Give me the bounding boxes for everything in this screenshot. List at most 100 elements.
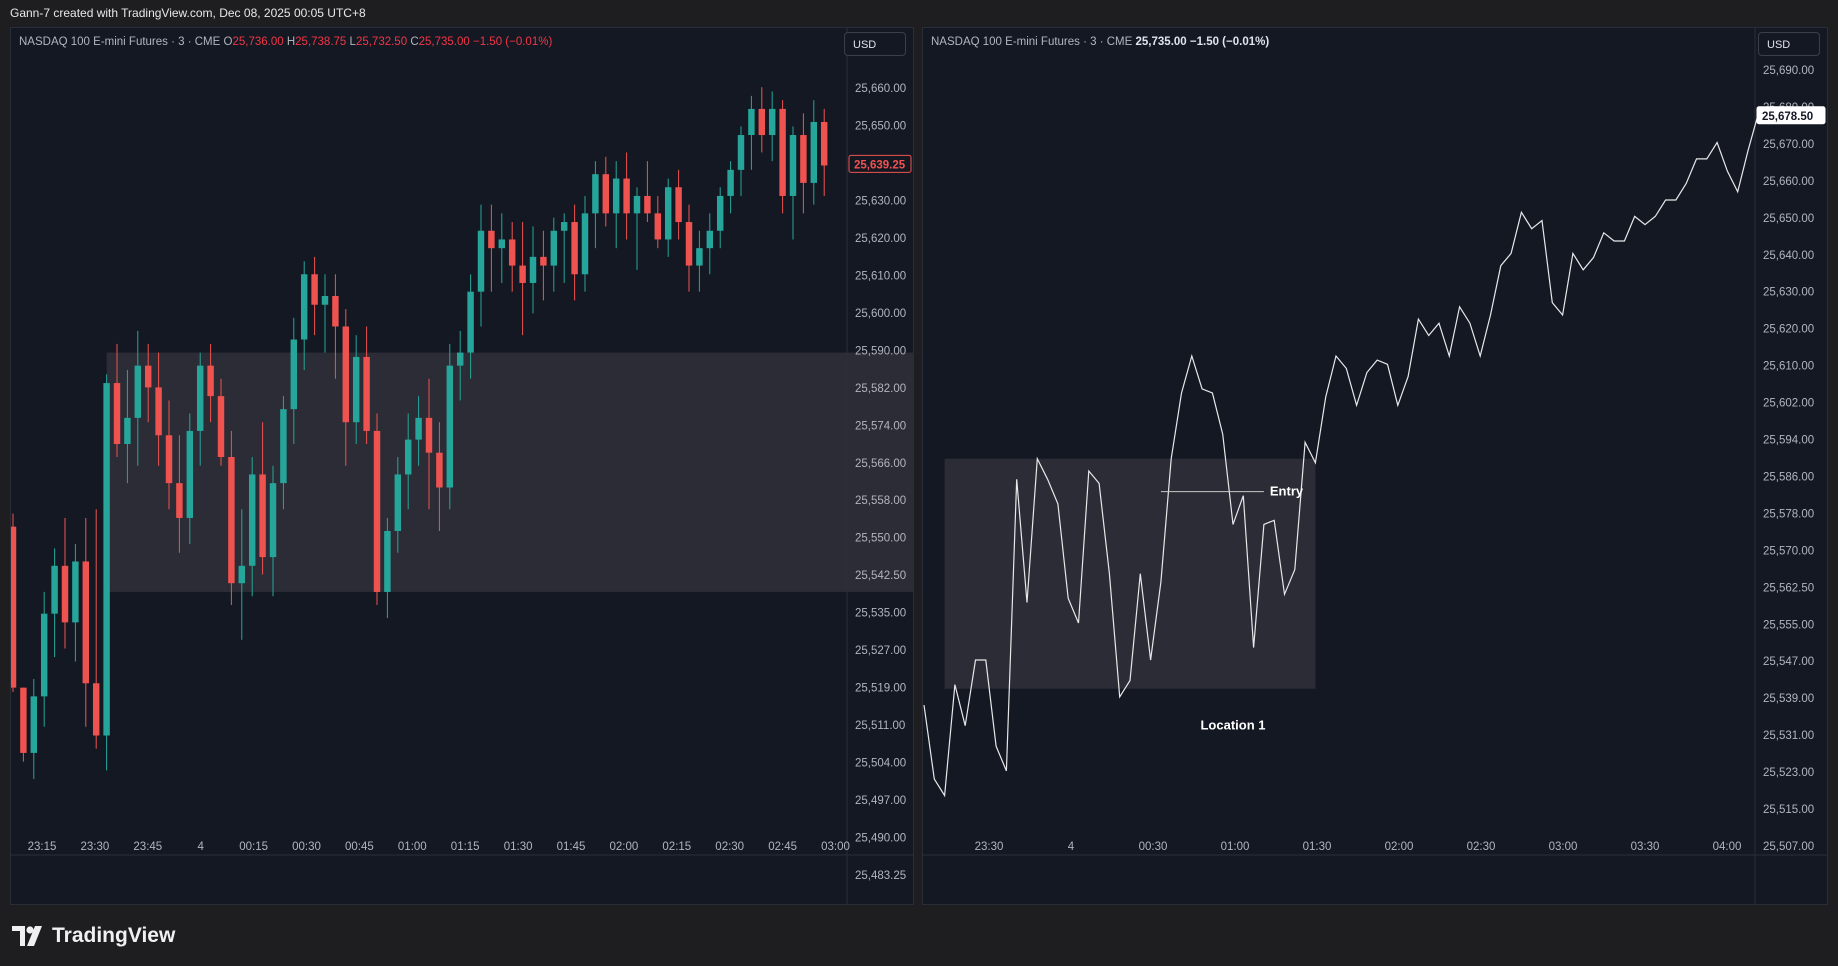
- candle-body: [654, 213, 662, 240]
- price-point: [1469, 323, 1470, 324]
- y-tick-label: 25,574.00: [855, 420, 906, 432]
- currency-button-right[interactable]: USD: [1758, 32, 1820, 56]
- y-tick-label: 25,539.00: [1763, 693, 1814, 705]
- price-point: [1552, 302, 1553, 303]
- candle: [446, 343, 454, 510]
- price-point: [1562, 314, 1563, 315]
- candle-body: [592, 174, 599, 214]
- candle: [342, 309, 350, 466]
- candle-body: [820, 121, 828, 166]
- candle: [394, 457, 402, 553]
- tradingview-logo[interactable]: TradingView: [12, 922, 175, 950]
- candle-body: [748, 108, 755, 136]
- candle: [228, 430, 235, 605]
- candle: [789, 126, 797, 240]
- candle: [540, 230, 547, 301]
- candle: [415, 396, 422, 466]
- price-point: [1583, 269, 1584, 270]
- candle: [321, 274, 329, 353]
- candle: [134, 330, 142, 466]
- candle-body: [550, 230, 558, 266]
- candle-body: [134, 365, 142, 418]
- y-tick-label: 25,610.00: [1763, 361, 1814, 373]
- candle-body: [342, 326, 350, 423]
- candle-body: [456, 352, 464, 366]
- price-point: [1521, 212, 1522, 213]
- price-point: [1603, 232, 1604, 233]
- price-point: [1377, 360, 1378, 361]
- y-tick-label: 25,566.00: [855, 458, 906, 470]
- candle: [768, 91, 776, 162]
- candle-body: [696, 248, 703, 266]
- x-tick-label: 00:30: [1139, 841, 1168, 853]
- x-tick-label: 03:00: [821, 841, 850, 853]
- candle-body: [176, 483, 183, 518]
- candle-body: [51, 565, 58, 614]
- candle-body: [644, 195, 651, 214]
- y-tick-label: 25,497.00: [855, 795, 906, 807]
- price-point: [1418, 318, 1419, 319]
- y-tick-label: 25,550.00: [855, 533, 906, 545]
- y-tick-label: 25,523.00: [1763, 767, 1814, 779]
- right-close-value: 25,735.00: [1135, 36, 1187, 48]
- last-price-box: [848, 154, 912, 173]
- price-point: [975, 659, 976, 660]
- price-point: [1459, 306, 1460, 307]
- y-tick-label: 25,602.00: [1763, 398, 1814, 410]
- candle-body: [602, 174, 610, 214]
- candle: [113, 343, 121, 458]
- price-point: [1171, 458, 1172, 459]
- y-tick-label: 25,562.50: [1763, 582, 1814, 594]
- close-value: 25,735.00: [418, 36, 470, 48]
- y-tick-label: 25,660.00: [855, 83, 906, 95]
- x-tick-label: 02:00: [610, 841, 639, 853]
- candle: [311, 256, 318, 336]
- candle-body: [290, 339, 298, 410]
- y-tick-label: 25,650.00: [855, 120, 906, 132]
- x-tick-label: 02:30: [1467, 841, 1496, 853]
- y-tick-label: 25,504.00: [855, 758, 906, 770]
- close-label: C: [410, 36, 419, 48]
- candle-body: [269, 483, 277, 558]
- price-point: [1263, 524, 1264, 525]
- candle-body: [373, 430, 381, 592]
- x-tick-label: 01:30: [504, 841, 533, 853]
- candle: [581, 195, 589, 292]
- candle: [508, 222, 516, 292]
- candle: [363, 326, 370, 444]
- price-point: [1737, 191, 1738, 192]
- y-tick-label: 25,620.00: [1763, 324, 1814, 336]
- candle: [269, 465, 277, 597]
- candle-body: [165, 435, 173, 484]
- price-point: [1222, 433, 1223, 434]
- low-label: L: [349, 36, 356, 48]
- candle: [207, 343, 214, 423]
- x-tick-label: 01:00: [398, 841, 427, 853]
- candle: [810, 100, 818, 205]
- price-point: [1088, 470, 1089, 471]
- candle: [467, 274, 474, 379]
- candle-body: [321, 296, 329, 305]
- price-point: [1119, 696, 1120, 697]
- candle-body: [706, 230, 714, 249]
- candle: [11, 513, 17, 692]
- candle-body: [144, 365, 152, 388]
- right-change: −1.50 (−0.01%): [1189, 36, 1270, 48]
- price-point: [1438, 323, 1439, 324]
- price-point: [1232, 524, 1233, 525]
- price-point: [1747, 150, 1748, 151]
- price-point: [1449, 355, 1450, 356]
- candle: [20, 687, 27, 762]
- candle: [30, 678, 38, 780]
- low-value: 25,732.50: [355, 36, 408, 48]
- candle-body: [508, 239, 516, 266]
- currency-button-left[interactable]: USD: [844, 32, 906, 56]
- price-point: [1541, 220, 1542, 221]
- y-tick-label: 25,558.00: [855, 495, 906, 507]
- candle-body: [61, 565, 69, 623]
- x-tick-label: 01:30: [1303, 841, 1332, 853]
